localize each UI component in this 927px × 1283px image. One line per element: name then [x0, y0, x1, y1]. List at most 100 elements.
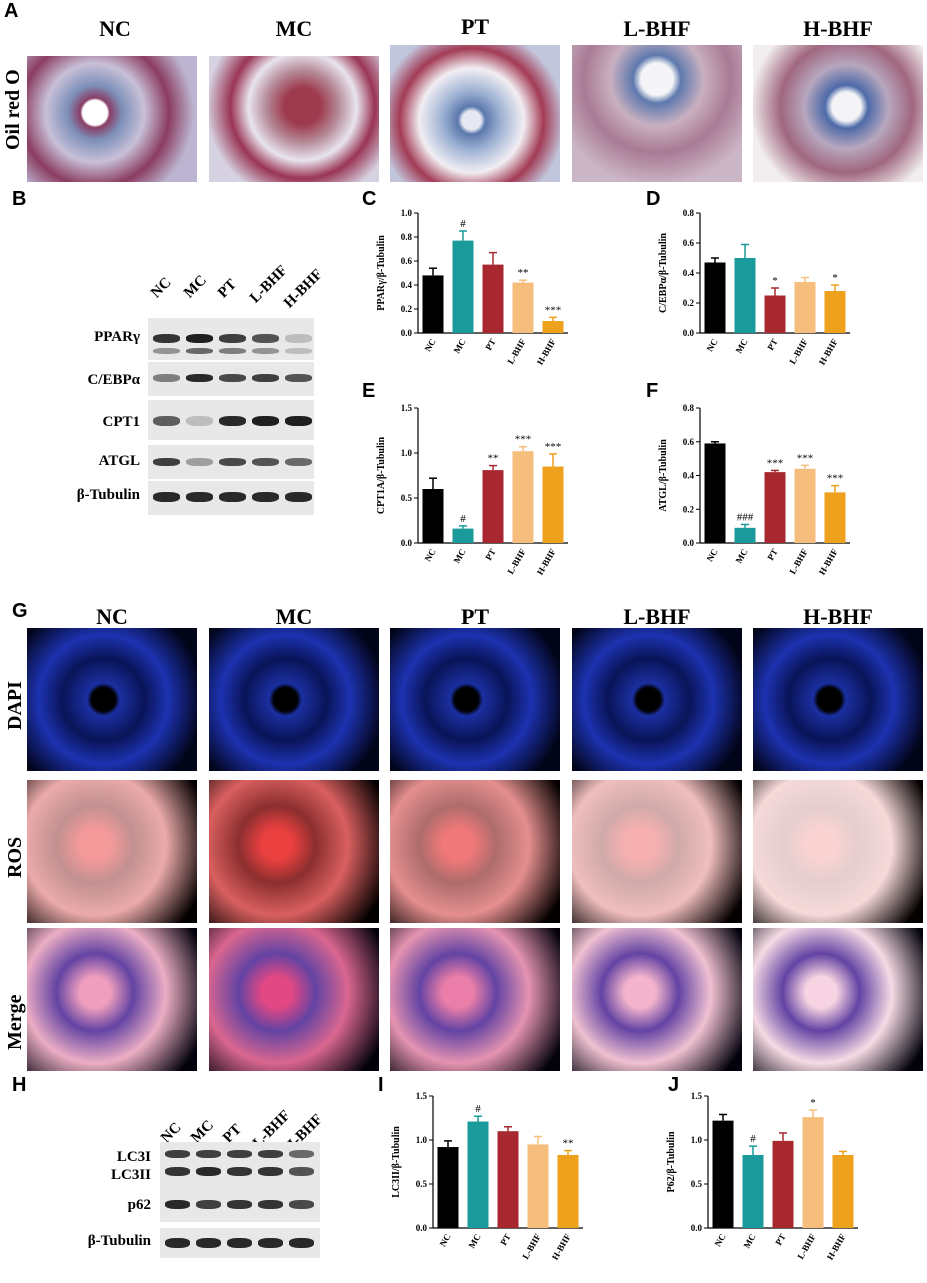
- y-tick-label: 1.5: [691, 1091, 703, 1101]
- x-tick-label: NC: [705, 547, 720, 563]
- y-tick-label: 0.5: [691, 1179, 703, 1189]
- x-tick-label: H-BHF: [817, 337, 840, 367]
- significance-label: #: [475, 1103, 481, 1115]
- y-tick-label: 0.8: [401, 232, 413, 242]
- y-tick-label: 0.5: [416, 1179, 428, 1189]
- y-tick-label: 0.2: [683, 298, 695, 308]
- fluorescence-ros-pt-image: [390, 780, 560, 923]
- y-tick-label: 0.0: [683, 538, 695, 548]
- fluorescence-merge-nc-image: [27, 928, 197, 1071]
- panelB-lane-nc: NC: [147, 274, 175, 302]
- y-axis-label: PPARγ/β-Tubulin: [376, 235, 387, 311]
- x-tick-label: L-BHF: [787, 547, 810, 576]
- wb-b-band: [252, 374, 279, 382]
- wb-lc3-blot: [160, 1142, 320, 1188]
- wb-b-band: [219, 374, 246, 382]
- y-tick-label: 0.2: [401, 304, 413, 314]
- wb-h-band: [289, 1150, 314, 1158]
- y-tick-label: 0.0: [416, 1223, 428, 1233]
- bar-h-bhf: [542, 321, 564, 333]
- significance-label: ***: [827, 473, 844, 485]
- x-tick-label: MC: [742, 1232, 758, 1250]
- significance-label: *: [810, 1097, 816, 1109]
- wb-b-band: [219, 458, 246, 466]
- wb-h-band: [165, 1200, 190, 1209]
- x-tick-label: MC: [467, 1232, 483, 1250]
- bar-l-bhf: [802, 1117, 824, 1228]
- wb-b-band: [285, 334, 312, 343]
- wb-b-band: [153, 374, 180, 382]
- wb-b-band: [252, 334, 279, 343]
- wb-b-band: [252, 492, 279, 502]
- wb-h-band: [165, 1150, 190, 1158]
- significance-label: ***: [545, 441, 562, 453]
- panel-letter-a: A: [4, 0, 19, 22]
- bar-l-bhf: [794, 282, 816, 333]
- wb-b-band: [153, 348, 180, 354]
- y-tick-label: 0.2: [683, 504, 695, 514]
- bar-h-bhf: [824, 291, 846, 333]
- x-tick-label: PT: [765, 547, 779, 562]
- bar-h-bhf: [832, 1154, 854, 1228]
- oil-red-nc-image: [27, 56, 197, 182]
- panel-letter-d: D: [646, 188, 661, 210]
- fluorescence-ros-mc-image: [209, 780, 379, 923]
- wb-h-band: [227, 1238, 252, 1248]
- wb-b-band: [285, 348, 312, 354]
- x-tick-label: PT: [765, 337, 779, 352]
- panelA-row-label: Oil red O: [2, 69, 24, 150]
- bar-mc: [452, 240, 474, 333]
- panelH-label-lc3ii: LC3II: [110, 1167, 151, 1183]
- panelA-col-mc: MC: [275, 16, 313, 41]
- bar-pt: [772, 1140, 794, 1228]
- y-tick-label: 1.5: [401, 403, 413, 413]
- bar-nc: [704, 443, 726, 543]
- fluorescence-merge-h-bhf-image: [753, 928, 923, 1071]
- y-axis-label: P62/β-Tubulin: [666, 1131, 677, 1192]
- x-tick-label: PT: [773, 1232, 787, 1247]
- y-tick-label: 0.6: [401, 256, 413, 266]
- oil-red-pt-image: [390, 45, 560, 182]
- wb-h-band: [196, 1167, 221, 1176]
- bar-nc: [437, 1147, 459, 1228]
- x-tick-label: L-BHF: [505, 337, 528, 366]
- y-axis-label: ATGL/β-Tubulin: [658, 439, 669, 512]
- wb-b-band: [186, 348, 213, 354]
- x-tick-label: MC: [452, 337, 468, 355]
- y-tick-label: 1.0: [401, 208, 413, 218]
- y-axis-label: CPT1A/β-Tubulin: [376, 436, 387, 514]
- significance-label: *: [772, 275, 778, 287]
- wb-b-band: [285, 416, 312, 426]
- panelB-lane-pt: PT: [214, 276, 240, 302]
- bar-pt: [482, 264, 504, 333]
- wb-h-band: [227, 1200, 252, 1209]
- fluorescence-merge-pt-image: [390, 928, 560, 1071]
- wb-b-band: [153, 334, 180, 343]
- significance-label: #: [750, 1133, 756, 1145]
- fluorescence-dapi-mc-image: [209, 628, 379, 771]
- panelG-col-lbhf: L-BHF: [623, 604, 691, 629]
- y-tick-label: 0.5: [401, 493, 413, 503]
- x-tick-label: H-BHF: [817, 547, 840, 577]
- x-tick-label: PT: [498, 1232, 512, 1247]
- chart-e: 0.0 0.5 1.0 1.5 CPT1A/β-Tubulin NC # MC ** PT *** L…: [376, 403, 568, 577]
- bar-l-bhf: [512, 451, 534, 543]
- x-tick-label: H-BHF: [825, 1232, 848, 1262]
- significance-label: ***: [545, 304, 562, 316]
- wb-b-band: [186, 374, 213, 382]
- bar-mc: [734, 527, 756, 543]
- fluorescence-ros-nc-image: [27, 780, 197, 923]
- bar-nc: [704, 262, 726, 333]
- bar-h-bhf: [557, 1154, 579, 1228]
- wb-h-band: [289, 1200, 314, 1209]
- wb-b-band: [186, 458, 213, 466]
- fluorescence-dapi-pt-image: [390, 628, 560, 771]
- bar-mc: [467, 1121, 489, 1228]
- x-tick-label: L-BHF: [520, 1232, 543, 1261]
- significance-label: **: [488, 453, 499, 465]
- bar-pt: [482, 470, 504, 543]
- significance-label: #: [460, 218, 466, 230]
- wb-b-band: [285, 492, 312, 502]
- panelA-col-hbhf: H-BHF: [803, 16, 873, 41]
- wb-h-band: [196, 1238, 221, 1248]
